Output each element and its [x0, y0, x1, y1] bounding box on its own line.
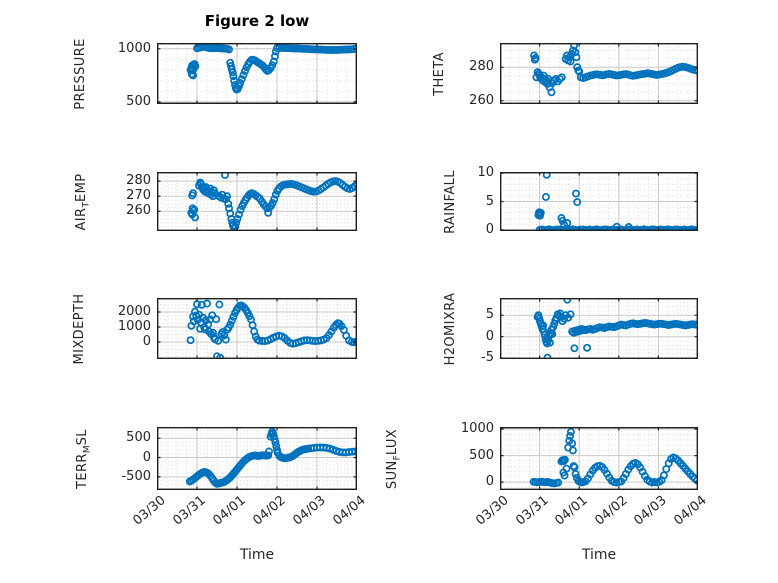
y-tick-label: 0	[485, 328, 494, 344]
scatter-series-sun_flux	[529, 427, 698, 488]
y-label-text: AIR	[74, 207, 89, 230]
scatter-series-terr_msl	[185, 427, 357, 488]
y-tick-label: 500	[126, 430, 151, 446]
plot-area-pressure	[157, 43, 357, 104]
axis-ticks	[500, 43, 698, 104]
plot-area-terr_msl	[157, 427, 357, 490]
scatter-series-air_temp	[187, 172, 357, 231]
plot-area-mixdepth	[157, 298, 357, 359]
y-tick-label: 1000	[117, 40, 151, 56]
scatter-series-theta	[530, 43, 698, 97]
y-axis-label-rainfall: RAINFALL	[442, 132, 460, 272]
y-axis-label-air_temp: AIRTEMP	[73, 132, 92, 272]
y-tick-label: 270	[126, 188, 151, 204]
plot-area-sun_flux	[500, 427, 698, 490]
y-axis-label-h2omixra: H2OMIXRA	[442, 259, 460, 399]
axes-border	[157, 427, 357, 490]
y-tick-label: 5	[485, 193, 494, 209]
y-label-text: TERR	[75, 452, 90, 489]
axis-ticks	[500, 427, 698, 490]
y-tick-label: 500	[126, 93, 151, 109]
plot-area-air_temp	[157, 172, 357, 231]
y-axis-label-sun_flux: SUNFLUX	[384, 389, 403, 529]
minor-grid	[500, 427, 698, 490]
y-axis-label-terr_msl: TERRMSL	[74, 389, 93, 529]
y-axis-label-mixdepth: MIXDEPTH	[71, 259, 89, 399]
y-tick-label: 10	[477, 165, 494, 181]
y-tick-label: 0	[485, 221, 494, 237]
major-grid	[157, 43, 357, 104]
figure-title: Figure 2 low	[204, 12, 310, 30]
y-tick-label: 500	[469, 447, 494, 463]
minor-grid	[157, 427, 357, 490]
axis-ticks	[157, 298, 357, 359]
axes-border	[500, 172, 698, 231]
y-tick-label: 5	[485, 307, 494, 323]
y-label-text: SL	[75, 428, 90, 445]
x-axis-label: Time	[581, 547, 617, 563]
minor-grid	[157, 298, 357, 359]
axes-border	[500, 298, 698, 359]
plot-area-h2omixra	[500, 298, 698, 359]
scatter-series-pressure	[186, 43, 357, 94]
y-tick-label: 0	[142, 449, 151, 465]
plot-area-rainfall	[500, 172, 698, 231]
y-axis-label-theta: THETA	[431, 4, 449, 144]
y-tick-label: 1000	[117, 318, 151, 334]
y-tick-label: 0	[485, 474, 494, 490]
y-tick-label: 260	[126, 203, 151, 219]
y-label-text: EMP	[74, 173, 89, 202]
axes-border	[157, 43, 357, 104]
axes-border	[157, 298, 357, 359]
y-label-text: MIXDEPTH	[72, 293, 87, 364]
plot-area-theta	[500, 43, 698, 104]
y-label-text: PRESSURE	[73, 37, 88, 110]
y-label-text: LUX	[385, 428, 400, 455]
y-tick-label: -500	[121, 468, 151, 484]
y-tick-label: 280	[469, 59, 494, 75]
y-label-text: THETA	[432, 51, 447, 96]
axes-border	[500, 427, 698, 490]
y-tick-label: -5	[481, 350, 494, 366]
axis-ticks	[157, 43, 357, 104]
y-label-text: H2OMIXRA	[443, 292, 458, 365]
major-grid	[500, 172, 698, 231]
scatter-series-h2omixra	[533, 298, 698, 359]
y-label-subscript: F	[392, 454, 403, 460]
axis-ticks	[157, 427, 357, 490]
y-tick-label: 260	[469, 92, 494, 108]
y-label-text: SUN	[385, 459, 400, 489]
y-label-subscript: T	[81, 201, 92, 208]
y-label-text: RAINFALL	[443, 169, 458, 234]
y-tick-label: 2000	[117, 303, 151, 319]
axes-border	[157, 172, 357, 231]
axes-border	[500, 43, 698, 104]
axis-ticks	[157, 172, 357, 231]
x-axis-label: Time	[239, 547, 275, 563]
y-tick-label: 1000	[460, 421, 494, 437]
y-axis-label-pressure: PRESSURE	[72, 4, 90, 144]
y-tick-label: 0	[142, 334, 151, 350]
scatter-series-mixdepth	[186, 299, 357, 359]
major-grid	[500, 427, 698, 490]
y-label-subscript: M	[82, 444, 93, 453]
y-tick-label: 280	[126, 173, 151, 189]
